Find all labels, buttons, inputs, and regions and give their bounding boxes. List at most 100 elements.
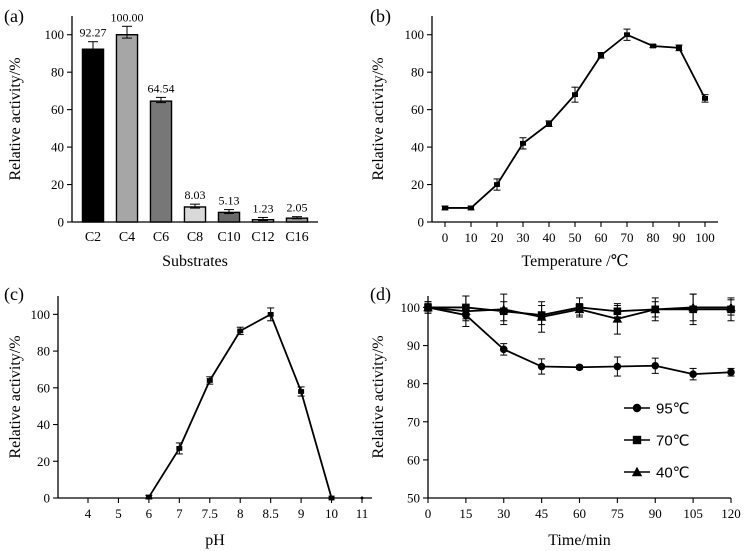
data-point: [176, 446, 183, 451]
chart-panel-d: (d) 50 60 70 80 90 100 Relative activity/% Time/…: [370, 284, 741, 549]
data-point: [499, 345, 508, 354]
data-point: [650, 304, 661, 314]
legend-label: 70℃: [656, 433, 690, 450]
data-point: [598, 52, 604, 58]
x-tick-label: C2: [85, 230, 101, 245]
x-tick-label: 80: [647, 230, 660, 245]
panel-label: (d): [370, 284, 391, 305]
bar-value-label: 92.27: [80, 26, 107, 40]
y-tick-label: 60: [51, 102, 64, 117]
x-tick-label: 50: [569, 230, 582, 245]
x-tick-label: 10: [325, 506, 338, 521]
y-tick-label: 80: [411, 65, 424, 80]
x-tick-label: 8.5: [263, 506, 279, 521]
data-point: [631, 466, 643, 477]
y-tick-label: 60: [411, 102, 424, 117]
y-axis-label: Relative activity/%: [7, 335, 24, 458]
x-tick-label: 120: [721, 506, 741, 521]
data-point: [689, 370, 697, 378]
y-tick-label: 20: [411, 177, 424, 192]
y-axis-label: Relative activity/%: [370, 335, 387, 458]
data-point: [537, 362, 546, 371]
chart-panel-b: (b) 0 20 40 60 80 100 Relative activity/% Temper…: [370, 6, 718, 270]
x-tick-label: C8: [187, 230, 203, 245]
data-point: [267, 311, 274, 317]
data-point: [702, 96, 708, 101]
data-point: [572, 92, 578, 98]
bar-value-label: 5.13: [219, 194, 240, 208]
data-point: [612, 314, 623, 323]
y-tick-label: 0: [418, 215, 425, 230]
y-axis-label: Relative activity/%: [7, 57, 24, 180]
x-tick-label: 11: [356, 506, 369, 521]
panel-label: (a): [4, 6, 24, 27]
bar-value-label: 100.00: [111, 10, 144, 24]
y-tick-label: 80: [37, 344, 50, 359]
data-point: [688, 302, 698, 312]
y-tick-label: 100: [405, 27, 425, 42]
x-tick-label: C10: [217, 230, 240, 245]
x-tick-label: C12: [251, 230, 274, 245]
data-point: [494, 182, 500, 187]
x-tick-label: 90: [649, 506, 662, 521]
bar: [183, 206, 207, 223]
panel-label: (c): [4, 284, 24, 305]
x-tick-label: 45: [535, 506, 548, 521]
data-point: [423, 302, 433, 312]
x-axis-label: pH: [205, 532, 225, 549]
x-tick-label: 75: [611, 506, 624, 521]
x-axis-label: Temperature /℃: [522, 253, 629, 270]
x-tick-label: 105: [683, 506, 703, 521]
x-axis-label: Time/min: [548, 532, 611, 549]
panel-label: (b): [370, 6, 391, 27]
data-point: [442, 205, 448, 211]
y-tick-label: 50: [407, 491, 420, 506]
x-tick-label: 70: [621, 230, 634, 245]
y-tick-label: 80: [407, 376, 420, 391]
bar: [149, 100, 173, 223]
legend-label: 40℃: [656, 465, 690, 482]
y-tick-label: 70: [407, 414, 420, 429]
y-tick-label: 100: [401, 300, 421, 315]
data-point: [461, 306, 471, 316]
bar: [81, 48, 105, 223]
chart-panel-c: (c) 0 20 40 60 80 100 Relative activity/% pH 4 5 6 7…: [4, 284, 372, 549]
y-tick-label: 40: [37, 417, 50, 432]
bar-value-label: 1.23: [253, 201, 274, 215]
bar: [115, 34, 139, 223]
y-tick-label: 40: [51, 140, 64, 155]
y-tick-label: 0: [58, 215, 65, 230]
y-tick-label: 0: [44, 491, 51, 506]
data-point: [651, 361, 660, 370]
y-tick-label: 90: [407, 338, 420, 353]
series-line: [445, 33, 706, 209]
series-line: [148, 313, 333, 499]
x-tick-label: 9: [298, 506, 305, 521]
data-point: [298, 389, 305, 394]
data-point: [536, 312, 547, 321]
data-point: [650, 43, 656, 49]
x-tick-label: 30: [517, 230, 530, 245]
x-tick-label: 100: [695, 230, 715, 245]
data-point: [520, 140, 526, 146]
data-point: [624, 32, 630, 38]
data-point: [206, 378, 213, 383]
x-tick-label: 40: [543, 230, 556, 245]
x-tick-label: C16: [285, 230, 308, 245]
x-tick-label: 7.5: [202, 506, 218, 521]
bar-value-label: 64.54: [148, 81, 175, 95]
data-point: [574, 304, 585, 314]
x-tick-label: 8: [237, 506, 244, 521]
y-tick-label: 80: [51, 65, 64, 80]
data-point: [727, 368, 735, 377]
y-tick-label: 60: [407, 452, 420, 467]
y-tick-label: 100: [45, 27, 65, 42]
data-point: [632, 435, 642, 445]
data-point: [145, 494, 152, 500]
data-point: [575, 363, 584, 372]
y-axis-label: Relative activity/%: [370, 57, 387, 180]
x-tick-label: 90: [673, 230, 686, 245]
x-tick-label: 7: [176, 506, 183, 521]
x-tick-label: 6: [146, 506, 153, 521]
